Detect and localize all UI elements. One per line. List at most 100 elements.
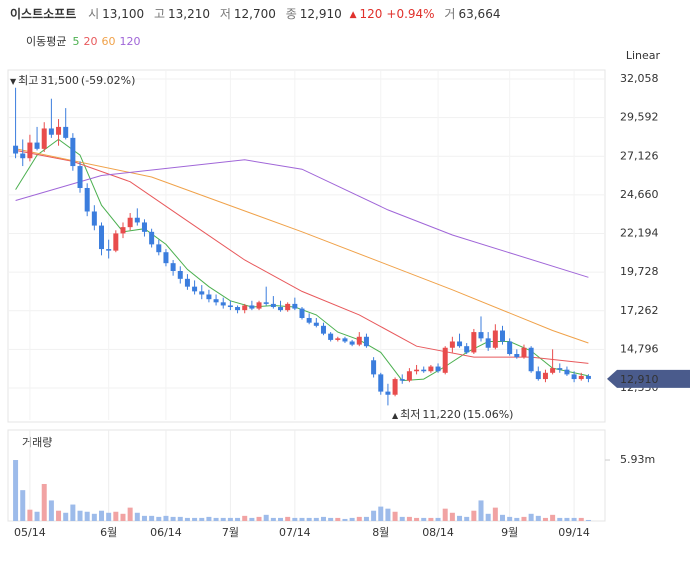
candle-body xyxy=(113,233,119,251)
value: +0.94% xyxy=(386,7,434,21)
volume-bar xyxy=(514,517,520,521)
y-tick-label: 22,194 xyxy=(620,227,659,240)
candle-body xyxy=(557,368,563,370)
label: 시 xyxy=(88,7,99,21)
volume-bar xyxy=(464,516,470,521)
candle-body xyxy=(278,307,284,311)
candle-body xyxy=(342,338,348,342)
volume-bar xyxy=(385,508,391,521)
candle-body xyxy=(63,126,69,138)
marker: ▼ xyxy=(10,77,17,86)
volume-bar xyxy=(421,517,427,521)
candle-body xyxy=(141,222,147,232)
candle-body xyxy=(399,379,405,381)
volume-bar xyxy=(48,500,54,521)
volume-bar xyxy=(449,512,455,521)
candle-body xyxy=(56,126,62,135)
legend-entry: 5 xyxy=(72,35,79,48)
candle-body xyxy=(521,347,527,358)
label: 종 xyxy=(286,7,297,21)
candle-body xyxy=(414,369,420,372)
volume-bar xyxy=(199,517,205,521)
x-tick-label: 8월 xyxy=(372,526,389,539)
value: 12,910 xyxy=(300,7,342,21)
candle-body xyxy=(371,360,377,375)
label: 거 xyxy=(444,7,455,21)
volume-bar xyxy=(263,514,269,521)
ma-line xyxy=(15,138,589,382)
candle-body xyxy=(213,299,219,303)
label: 고 xyxy=(154,7,165,21)
candle-body xyxy=(91,211,97,226)
price-tag-label: 12,910 xyxy=(620,373,659,386)
legend-entry: 60 xyxy=(101,35,115,48)
candle-body xyxy=(542,372,548,380)
label: 최저 xyxy=(400,408,420,421)
candle-body xyxy=(464,346,470,353)
candle-body xyxy=(99,225,105,250)
volume-bar xyxy=(63,512,69,521)
volume-bar xyxy=(578,517,584,521)
volume-title: 거래량 xyxy=(22,436,52,449)
candle-body xyxy=(149,231,155,245)
price-pane xyxy=(7,69,606,423)
stock-name: 이스트소프트 xyxy=(10,6,76,21)
volume-bar xyxy=(521,516,527,521)
volume-bar xyxy=(542,517,548,521)
y-tick-label: 27,126 xyxy=(620,149,659,162)
candle-body xyxy=(328,333,334,340)
x-tick-label: 07/14 xyxy=(279,526,311,539)
volume-bar xyxy=(84,511,90,521)
volume-bar xyxy=(149,515,155,521)
candle-body xyxy=(428,366,434,372)
volume-bar xyxy=(356,516,362,521)
volume-bar xyxy=(399,516,405,521)
legend: 이동평균 5 20 60 120 xyxy=(26,35,140,48)
y-tick-label: 24,660 xyxy=(620,188,659,201)
volume-bar xyxy=(242,515,248,521)
candle-body xyxy=(535,371,541,380)
x-tick-label: 7월 xyxy=(222,526,239,539)
volume-bar xyxy=(192,517,198,521)
volume-bar xyxy=(550,514,556,521)
candle-body xyxy=(313,322,319,326)
volume-bar xyxy=(428,517,434,521)
x-tick-label: 06/14 xyxy=(150,526,182,539)
pct: (15.06%) xyxy=(463,408,514,421)
volume-pane xyxy=(7,429,606,522)
candle-body xyxy=(471,332,477,353)
candle-body xyxy=(77,166,83,188)
candle-body xyxy=(242,305,248,311)
y-tick-label: 14,796 xyxy=(620,342,659,355)
volume-bar xyxy=(220,517,226,521)
volume-bar xyxy=(349,517,355,521)
volume-bar xyxy=(27,509,33,521)
candle-body xyxy=(220,302,226,306)
volume-bar xyxy=(184,517,190,521)
volume-bar xyxy=(170,516,176,521)
volume-bar xyxy=(457,515,463,521)
volume-bar xyxy=(564,517,570,521)
volume-bar xyxy=(328,517,334,521)
price-tag xyxy=(607,369,690,388)
candle-body xyxy=(550,368,556,373)
volume-bar xyxy=(406,516,412,521)
candle-body xyxy=(306,317,312,323)
candle-body xyxy=(507,341,513,355)
value: 31,500 xyxy=(40,74,79,87)
volume-bar xyxy=(206,516,212,521)
volume-bar xyxy=(235,517,241,521)
volume-bar xyxy=(320,516,326,521)
candle-body xyxy=(421,369,427,372)
volume-bar xyxy=(56,510,62,521)
label: 최고 xyxy=(18,74,38,87)
candle-body xyxy=(457,341,463,347)
candle-body xyxy=(263,302,269,304)
candle-body xyxy=(285,303,291,311)
label: 저 xyxy=(220,7,231,21)
candle-body xyxy=(528,347,534,372)
candle-body xyxy=(170,263,176,272)
volume-bar xyxy=(141,515,147,521)
volume-bar xyxy=(299,517,305,521)
